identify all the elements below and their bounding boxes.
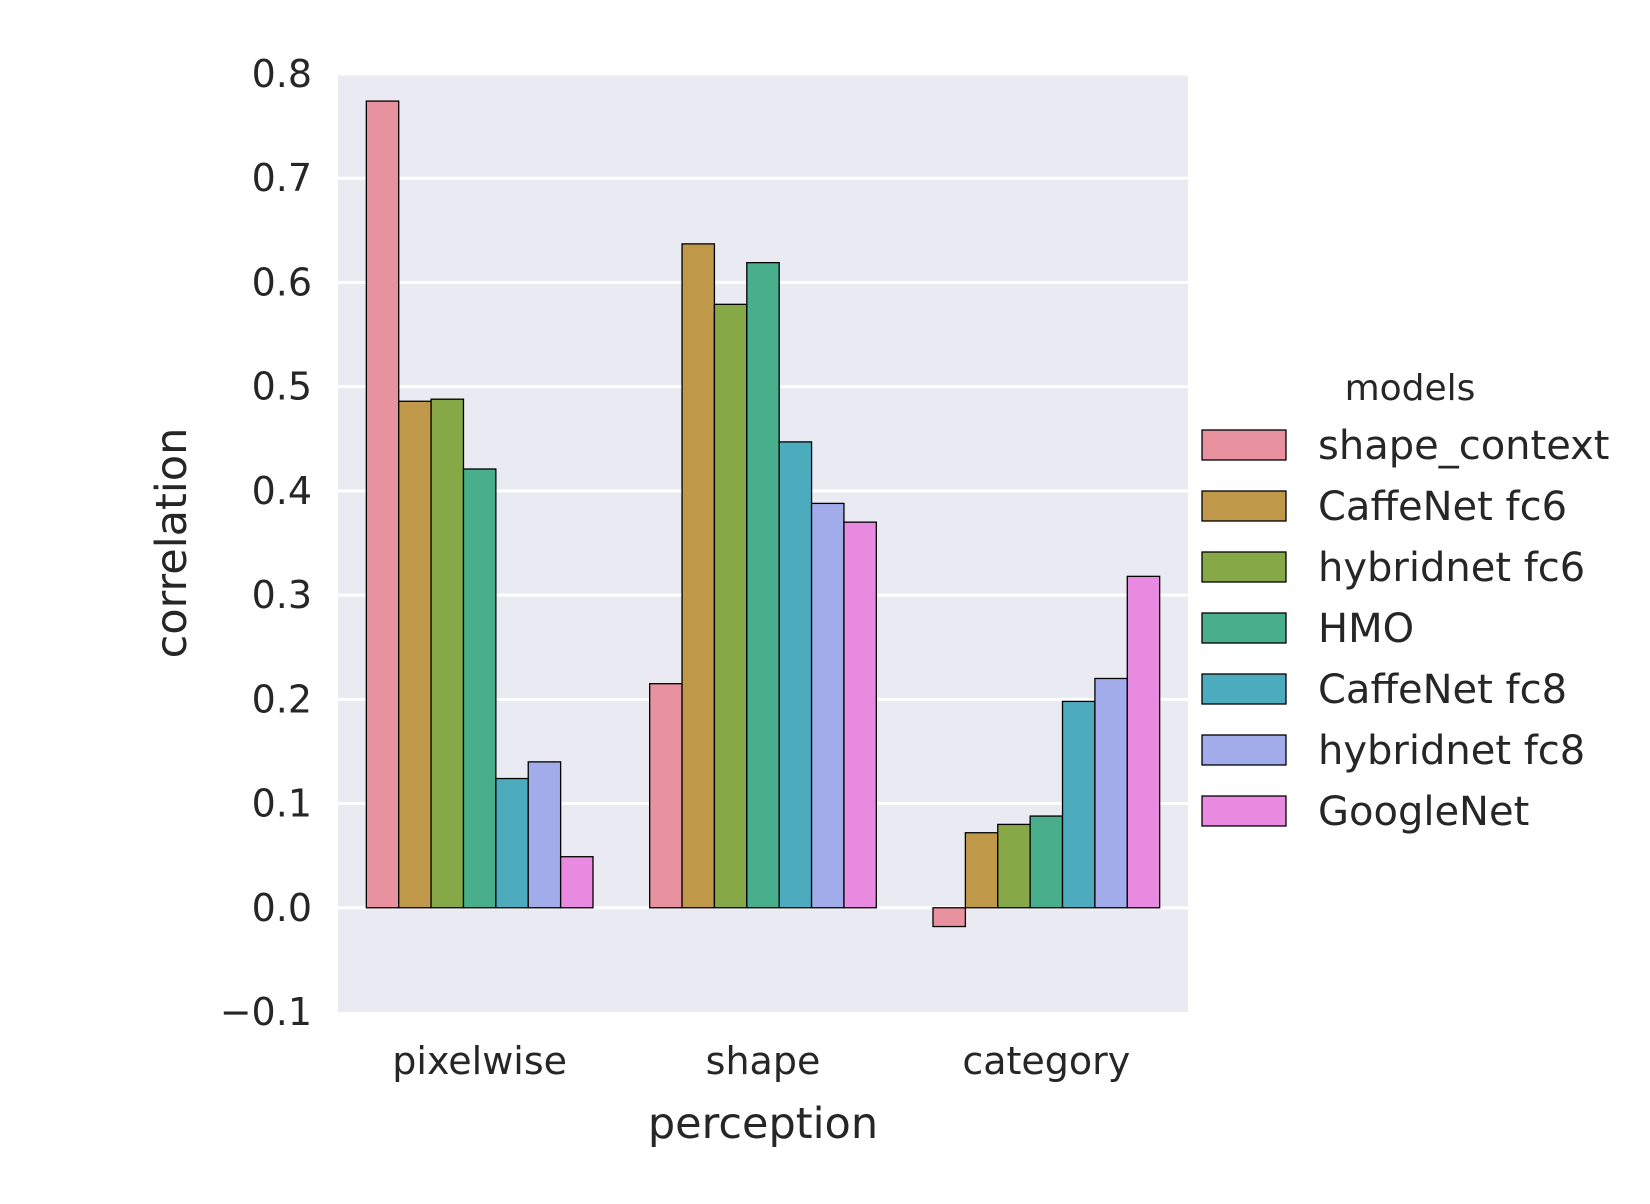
legend-label: GoogleNet — [1318, 789, 1529, 835]
y-tick-label: 0.7 — [252, 156, 312, 200]
bar — [681, 243, 716, 909]
legend-title: models — [1345, 368, 1476, 409]
y-tick-label: −0.1 — [220, 990, 312, 1034]
bar — [1126, 575, 1161, 909]
legend-swatch — [1201, 673, 1287, 705]
y-tick-label: 0.2 — [252, 677, 312, 721]
legend-swatch — [1201, 551, 1287, 583]
bar — [365, 100, 400, 909]
legend-swatch — [1201, 429, 1287, 461]
x-tick-label: pixelwise — [392, 1039, 567, 1083]
bar — [1029, 815, 1064, 909]
legend-swatch — [1201, 795, 1287, 827]
legend: models shape_context CaffeNet fc6 hybridne… — [1201, 368, 1609, 835]
y-axis-title: correlation — [147, 428, 197, 659]
x-axis-title: perception — [648, 1099, 878, 1149]
y-tick-label: 0.0 — [252, 886, 312, 930]
bar — [527, 761, 562, 909]
legend-label: hybridnet fc6 — [1318, 545, 1585, 591]
bar — [649, 683, 683, 909]
bar — [778, 441, 813, 909]
bar — [1094, 677, 1128, 909]
legend-label: shape_context — [1318, 423, 1609, 469]
bar — [997, 823, 1031, 909]
legend-swatch — [1201, 490, 1287, 522]
y-tick-label: 0.8 — [252, 52, 312, 96]
x-tick-label: category — [962, 1039, 1130, 1083]
y-tick-label: 0.3 — [252, 573, 312, 617]
bar — [1061, 700, 1096, 909]
bar — [398, 400, 432, 909]
legend-label: hybridnet fc8 — [1318, 728, 1585, 774]
legend-label: CaffeNet fc8 — [1318, 667, 1567, 713]
x-tick-label: shape — [706, 1039, 821, 1083]
bar — [932, 907, 967, 928]
legend-label: HMO — [1318, 606, 1414, 652]
bar — [462, 468, 497, 909]
bar — [843, 521, 877, 909]
bar — [810, 502, 845, 909]
y-tick-label: 0.1 — [252, 782, 312, 826]
legend-swatch — [1201, 734, 1287, 766]
bar — [713, 303, 748, 909]
bar — [495, 777, 529, 909]
y-tick-label: 0.4 — [252, 469, 312, 513]
bar — [559, 856, 594, 909]
bar — [964, 832, 999, 909]
y-tick-label: 0.6 — [252, 260, 312, 304]
y-tick-label: 0.5 — [252, 365, 312, 409]
legend-label: CaffeNet fc6 — [1318, 484, 1567, 530]
bar — [430, 398, 465, 909]
legend-swatch — [1201, 612, 1287, 644]
bar — [746, 261, 780, 909]
